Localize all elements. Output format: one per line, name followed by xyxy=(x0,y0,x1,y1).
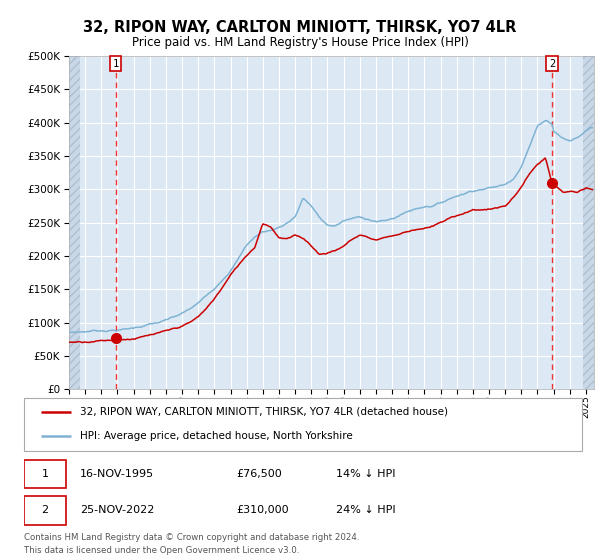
Text: 25-NOV-2022: 25-NOV-2022 xyxy=(80,505,154,515)
Text: 14% ↓ HPI: 14% ↓ HPI xyxy=(337,469,396,479)
Text: 32, RIPON WAY, CARLTON MINIOTT, THIRSK, YO7 4LR: 32, RIPON WAY, CARLTON MINIOTT, THIRSK, … xyxy=(83,20,517,35)
Text: Price paid vs. HM Land Registry's House Price Index (HPI): Price paid vs. HM Land Registry's House … xyxy=(131,36,469,49)
Text: 24% ↓ HPI: 24% ↓ HPI xyxy=(337,505,396,515)
Text: 2: 2 xyxy=(549,59,555,69)
Text: Contains HM Land Registry data © Crown copyright and database right 2024.: Contains HM Land Registry data © Crown c… xyxy=(24,533,359,542)
Text: 16-NOV-1995: 16-NOV-1995 xyxy=(80,469,154,479)
Text: 1: 1 xyxy=(41,469,49,479)
Text: £76,500: £76,500 xyxy=(236,469,282,479)
Text: 32, RIPON WAY, CARLTON MINIOTT, THIRSK, YO7 4LR (detached house): 32, RIPON WAY, CARLTON MINIOTT, THIRSK, … xyxy=(80,407,448,417)
FancyBboxPatch shape xyxy=(24,460,66,488)
Text: 2: 2 xyxy=(41,505,49,515)
Text: This data is licensed under the Open Government Licence v3.0.: This data is licensed under the Open Gov… xyxy=(24,546,299,555)
FancyBboxPatch shape xyxy=(24,398,582,451)
Bar xyxy=(69,56,80,389)
Text: £310,000: £310,000 xyxy=(236,505,289,515)
Text: 1: 1 xyxy=(112,59,119,69)
FancyBboxPatch shape xyxy=(24,496,66,525)
Bar xyxy=(583,56,596,389)
Text: HPI: Average price, detached house, North Yorkshire: HPI: Average price, detached house, Nort… xyxy=(80,431,353,441)
